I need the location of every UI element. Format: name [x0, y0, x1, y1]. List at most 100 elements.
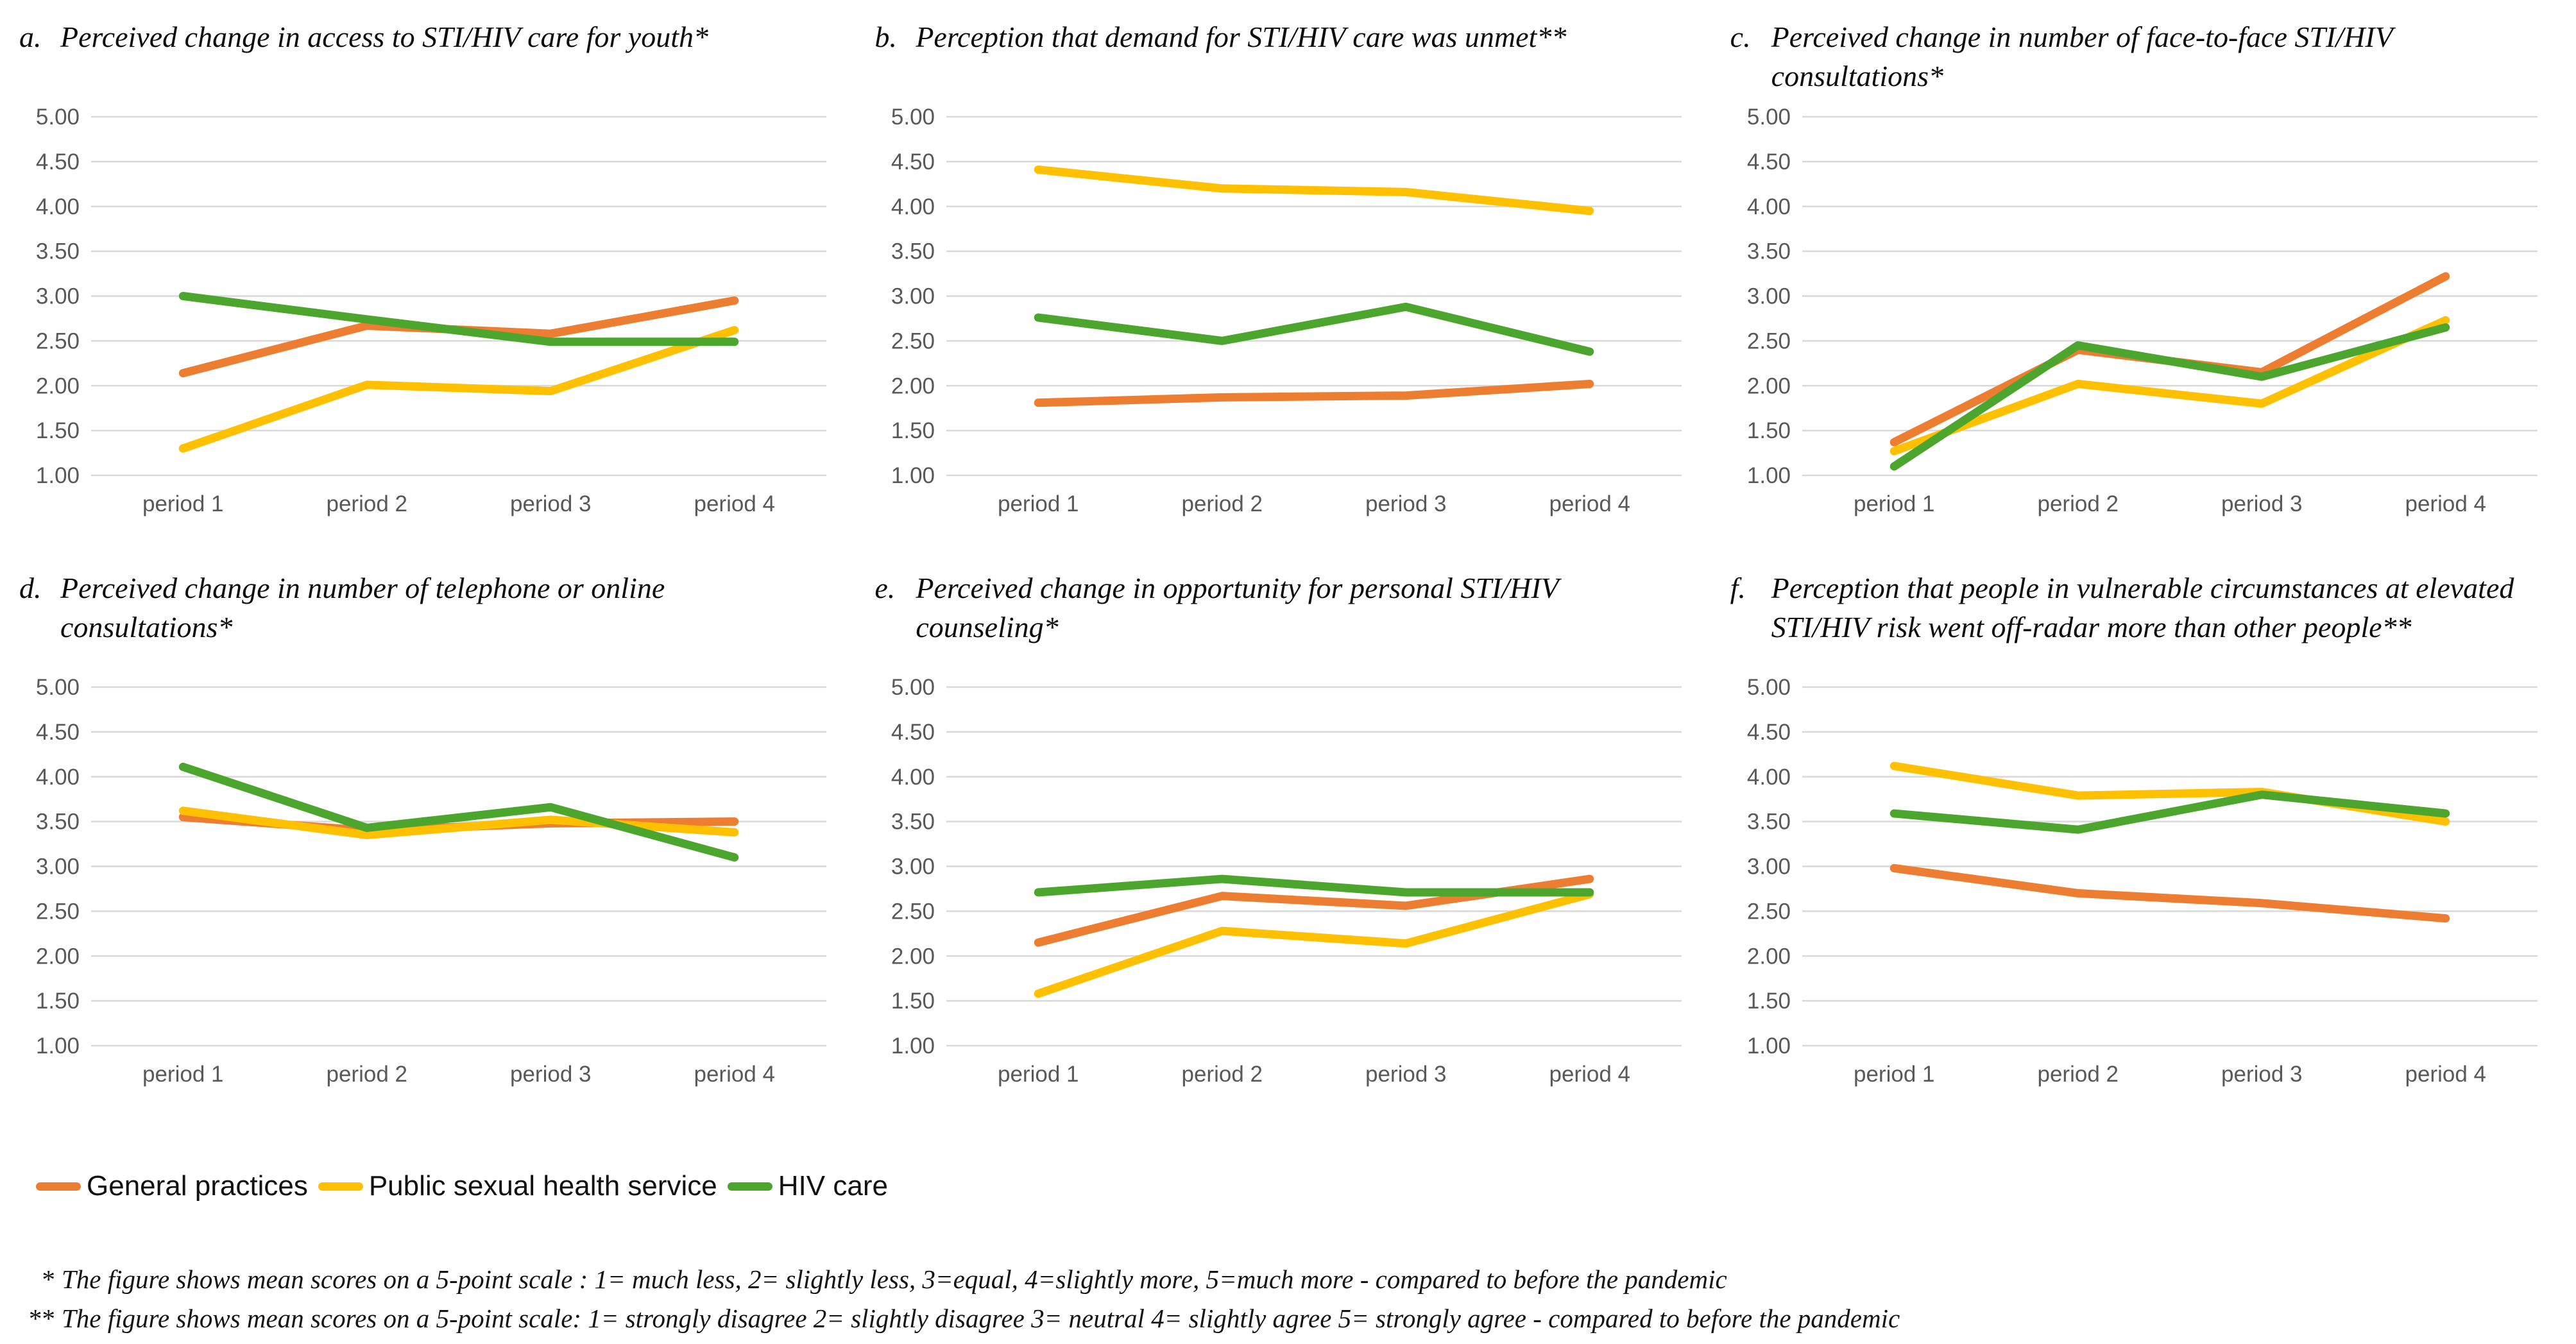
svg-text:5.00: 5.00: [891, 676, 935, 700]
svg-text:4.50: 4.50: [891, 720, 935, 745]
svg-text:3.50: 3.50: [891, 239, 935, 264]
svg-text:period 3: period 3: [1365, 491, 1446, 516]
footnote-double-asterisk: ** The figure shows mean scores on a 5-p…: [19, 1299, 2550, 1338]
chart-f: f. Perception that people in vulnerable …: [1730, 565, 2550, 1096]
svg-text:4.00: 4.00: [36, 765, 80, 790]
chart-e-title: e. Perceived change in opportunity for p…: [874, 565, 1694, 676]
chart-a-plot: 5.00 4.50 4.00 3.50 3.00 2.50 2.00 1.50 1.00 peri…: [19, 105, 834, 525]
svg-text:2.00: 2.00: [36, 373, 80, 398]
chart-f-letter: f.: [1730, 572, 1746, 604]
chart-e-title-text: Perceived change in opportunity for pers…: [916, 572, 1558, 643]
svg-text:period 1: period 1: [142, 1062, 223, 1087]
svg-text:period 2: period 2: [2037, 491, 2118, 516]
svg-text:period 4: period 4: [1549, 1062, 1630, 1087]
svg-text:2.50: 2.50: [891, 899, 935, 924]
chart-d-title-text: Perceived change in number of telephone …: [60, 572, 665, 643]
svg-text:period 4: period 4: [1549, 491, 1630, 516]
svg-text:period 4: period 4: [694, 491, 775, 516]
svg-text:5.00: 5.00: [1747, 676, 1791, 700]
svg-text:period 1: period 1: [998, 491, 1079, 516]
svg-text:3.00: 3.00: [1747, 284, 1791, 309]
chart-b-title-text: Perception that demand for STI/HIV care …: [916, 21, 1567, 53]
svg-text:period 3: period 3: [2221, 491, 2302, 516]
svg-text:1.50: 1.50: [36, 418, 80, 443]
chart-c-title: c. Perceived change in number of face-to…: [1730, 14, 2550, 105]
svg-text:period 3: period 3: [510, 1062, 591, 1087]
chart-d-title: d. Perceived change in number of telepho…: [19, 565, 839, 676]
svg-text:4.00: 4.00: [891, 194, 935, 219]
svg-text:period 2: period 2: [327, 491, 407, 516]
svg-text:1.00: 1.00: [891, 463, 935, 488]
svg-text:3.50: 3.50: [1747, 810, 1791, 835]
legend: General practices Public sexual health s…: [19, 1170, 2550, 1202]
chart-c-plot: 5.00 4.50 4.00 3.50 3.00 2.50 2.00 1.50 1.00 peri…: [1730, 105, 2545, 525]
svg-text:4.00: 4.00: [1747, 765, 1791, 790]
svg-text:4.50: 4.50: [36, 720, 80, 745]
chart-d-plot: 5.00 4.50 4.00 3.50 3.00 2.50 2.00 1.50 1.00 peri…: [19, 676, 834, 1096]
chart-c-title-text: Perceived change in number of face-to-fa…: [1771, 21, 2393, 92]
chart-a-letter: a.: [19, 21, 42, 53]
footnote-text-double: The figure shows mean scores on a 5-poin…: [62, 1303, 1900, 1333]
svg-text:1.00: 1.00: [891, 1034, 935, 1059]
svg-text:5.00: 5.00: [36, 105, 80, 130]
chart-d-letter: d.: [19, 572, 42, 604]
svg-text:period 4: period 4: [2405, 1062, 2486, 1087]
svg-text:3.50: 3.50: [891, 810, 935, 835]
svg-text:period 1: period 1: [1854, 491, 1934, 516]
chart-canvas: 5.00 4.50 4.00 3.50 3.00 2.50 2.00 1.50 1.00 peri…: [1747, 676, 2538, 1087]
svg-text:1.50: 1.50: [891, 418, 935, 443]
svg-text:period 1: period 1: [142, 491, 223, 516]
svg-text:period 2: period 2: [1182, 1062, 1263, 1087]
svg-text:period 2: period 2: [327, 1062, 407, 1087]
svg-text:2.50: 2.50: [1747, 899, 1791, 924]
chart-b-title: b. Perception that demand for STI/HIV ca…: [874, 14, 1694, 105]
chart-canvas: 5.00 4.50 4.00 3.50 3.00 2.50 2.00 1.50 1.00 peri…: [36, 105, 826, 516]
svg-text:3.50: 3.50: [36, 810, 80, 835]
svg-text:2.50: 2.50: [36, 899, 80, 924]
svg-text:1.00: 1.00: [36, 463, 80, 488]
svg-text:4.00: 4.00: [891, 765, 935, 790]
legend-item-general-practices: General practices: [36, 1170, 308, 1202]
svg-text:1.50: 1.50: [1747, 989, 1791, 1014]
svg-text:1.00: 1.00: [1747, 1034, 1791, 1059]
legend-swatch-public-sexual-health-service: [318, 1182, 363, 1191]
svg-text:period 3: period 3: [1365, 1062, 1446, 1087]
chart-f-title-text: Perception that people in vulnerable cir…: [1771, 572, 2514, 643]
chart-b-plot: 5.00 4.50 4.00 3.50 3.00 2.50 2.00 1.50 1.00 peri…: [874, 105, 1689, 525]
footnote-marker-single: *: [40, 1264, 55, 1294]
footnote-text-single: The figure shows mean scores on a 5-poin…: [62, 1264, 1727, 1294]
chart-e-plot: 5.00 4.50 4.00 3.50 3.00 2.50 2.00 1.50 1.00 peri…: [874, 676, 1689, 1096]
legend-label-public-sexual-health-service: Public sexual health service: [368, 1170, 717, 1202]
svg-text:4.00: 4.00: [36, 194, 80, 219]
chart-e: e. Perceived change in opportunity for p…: [874, 565, 1694, 1096]
svg-text:1.50: 1.50: [1747, 418, 1791, 443]
chart-f-plot: 5.00 4.50 4.00 3.50 3.00 2.50 2.00 1.50 1.00 peri…: [1730, 676, 2545, 1096]
svg-text:2.00: 2.00: [36, 944, 80, 969]
svg-text:period 2: period 2: [1182, 491, 1263, 516]
legend-swatch-general-practices: [36, 1182, 81, 1191]
svg-text:period 1: period 1: [998, 1062, 1079, 1087]
chart-f-title: f. Perception that people in vulnerable …: [1730, 565, 2550, 676]
footnotes: * The figure shows mean scores on a 5-po…: [19, 1260, 2550, 1338]
legend-item-public-sexual-health-service: Public sexual health service: [318, 1170, 717, 1202]
svg-text:2.50: 2.50: [1747, 328, 1791, 353]
svg-text:1.00: 1.00: [1747, 463, 1791, 488]
footnote-single-asterisk: * The figure shows mean scores on a 5-po…: [19, 1260, 2550, 1299]
chart-canvas: 5.00 4.50 4.00 3.50 3.00 2.50 2.00 1.50 1.00 peri…: [36, 676, 826, 1087]
svg-text:5.00: 5.00: [36, 676, 80, 700]
chart-a: a. Perceived change in access to STI/HIV…: [19, 14, 839, 525]
chart-canvas: 5.00 4.50 4.00 3.50 3.00 2.50 2.00 1.50 1.00 peri…: [891, 676, 1682, 1087]
chart-canvas: 5.00 4.50 4.00 3.50 3.00 2.50 2.00 1.50 1.00 peri…: [891, 105, 1682, 516]
svg-text:1.00: 1.00: [36, 1034, 80, 1059]
chart-d: d. Perceived change in number of telepho…: [19, 565, 839, 1096]
svg-text:4.50: 4.50: [36, 149, 80, 174]
svg-text:2.00: 2.00: [891, 944, 935, 969]
svg-text:3.00: 3.00: [1747, 855, 1791, 880]
chart-a-title-text: Perceived change in access to STI/HIV ca…: [60, 21, 709, 53]
svg-text:3.50: 3.50: [36, 239, 80, 264]
svg-text:period 3: period 3: [510, 491, 591, 516]
chart-a-title: a. Perceived change in access to STI/HIV…: [19, 14, 839, 105]
chart-canvas: 5.00 4.50 4.00 3.50 3.00 2.50 2.00 1.50 1.00 peri…: [1747, 105, 2538, 516]
svg-text:period 1: period 1: [1854, 1062, 1934, 1087]
svg-text:1.50: 1.50: [36, 989, 80, 1014]
